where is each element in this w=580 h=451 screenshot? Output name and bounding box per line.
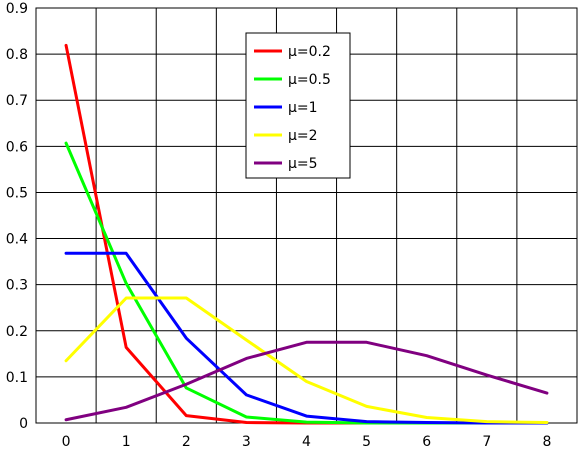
series-line-2 [64, 251, 549, 425]
x-tick-label: 2 [182, 434, 191, 450]
y-tick-label: 0.6 [6, 139, 28, 155]
y-tick-label: 0.9 [6, 1, 28, 17]
y-tick-label: 0.8 [6, 47, 28, 63]
legend: μ=0.2 μ=0.5 μ=1 μ=2 μ=5 [245, 32, 351, 179]
y-tick-label: 0.4 [6, 232, 28, 248]
series-line-3 [64, 296, 549, 425]
x-tick-label: 0 [62, 434, 71, 450]
series-lines [64, 43, 549, 425]
series-line-4 [64, 340, 549, 422]
y-tick-label: 0.1 [6, 370, 28, 386]
legend-label-4: μ=5 [288, 156, 318, 172]
legend-label-0: μ=0.2 [288, 44, 331, 60]
y-tick-label: 0.5 [6, 185, 28, 201]
x-tick-label: 5 [362, 434, 371, 450]
y-tick-labels: 0 0.1 0.2 0.3 0.4 0.5 0.6 0.7 0.8 0.9 [6, 1, 28, 432]
y-tick-label: 0 [19, 416, 28, 432]
y-tick-label: 0.3 [6, 278, 28, 294]
x-tick-label: 8 [542, 434, 551, 450]
y-tick-label: 0.2 [6, 324, 28, 340]
legend-label-1: μ=0.5 [288, 72, 331, 88]
legend-label-2: μ=1 [288, 100, 318, 116]
x-tick-label: 1 [122, 434, 131, 450]
x-tick-label: 4 [302, 434, 311, 450]
x-tick-labels: 0 1 2 3 4 5 6 7 8 [62, 434, 552, 450]
x-tick-label: 7 [482, 434, 491, 450]
legend-label-3: μ=2 [288, 128, 318, 144]
x-tick-label: 3 [242, 434, 251, 450]
y-tick-label: 0.7 [6, 93, 28, 109]
x-tick-label: 6 [422, 434, 431, 450]
